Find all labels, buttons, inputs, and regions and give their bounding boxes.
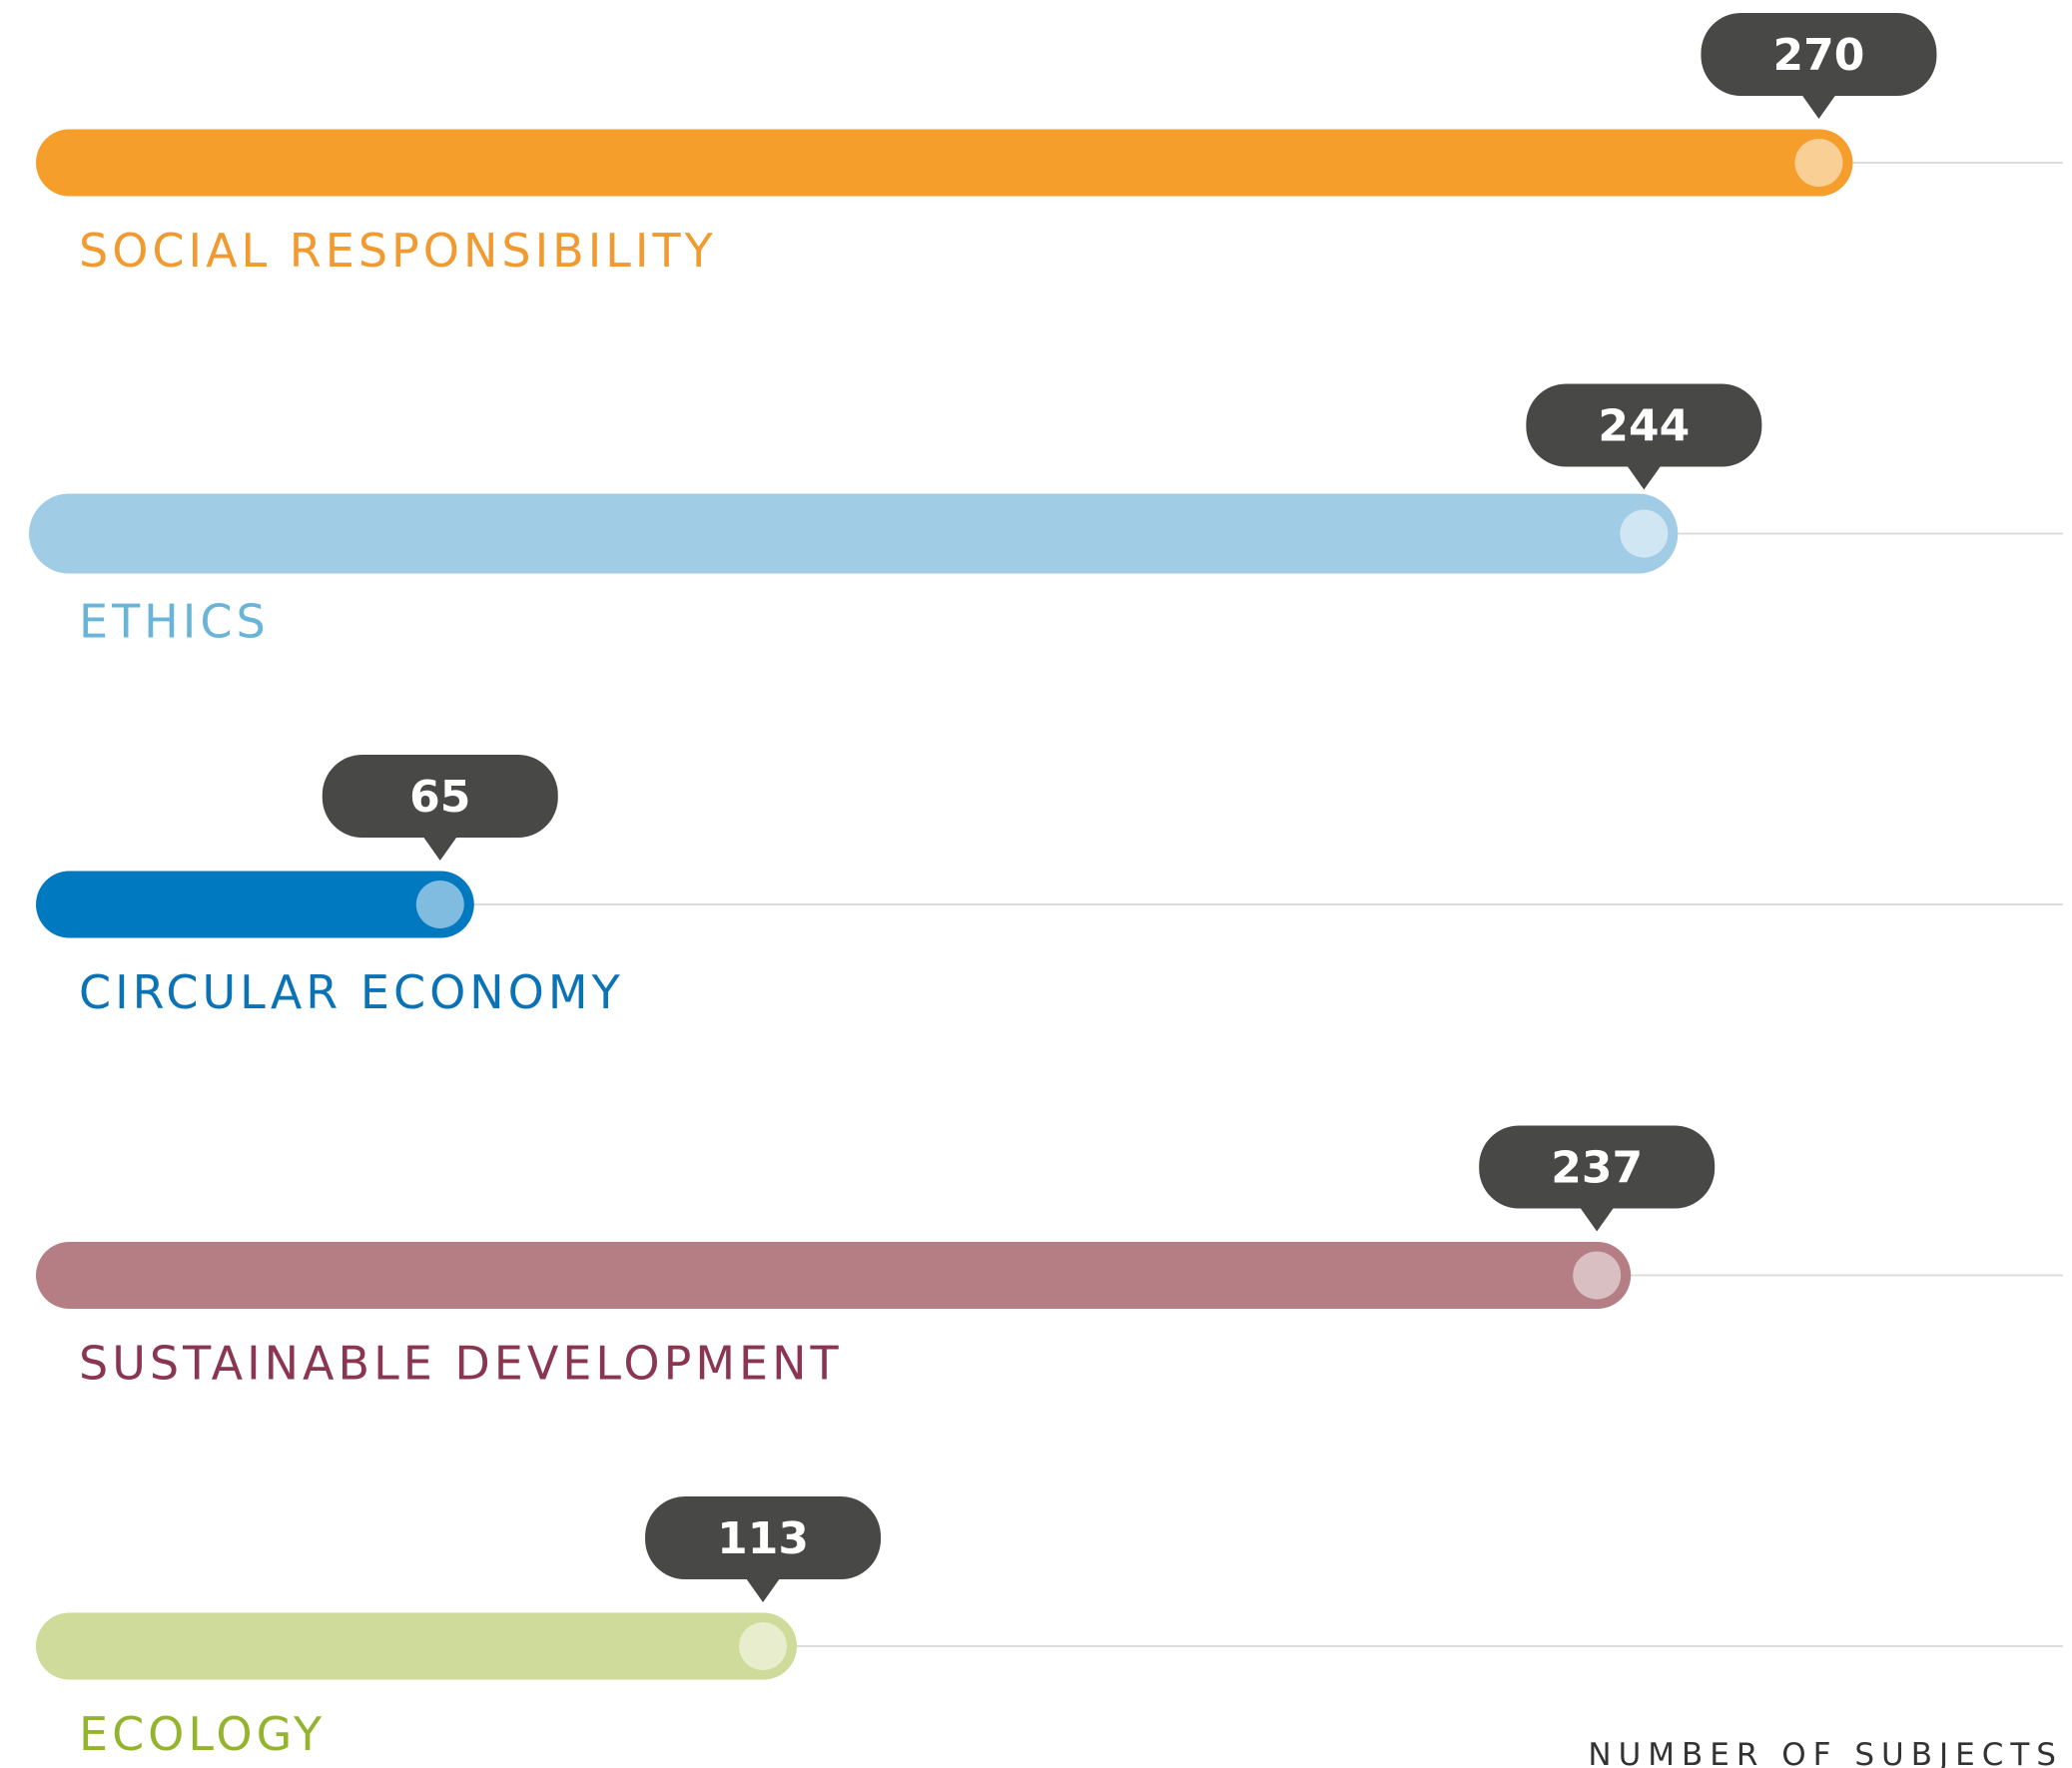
value-tooltip [645, 1496, 882, 1579]
bar-knob [415, 881, 464, 928]
category-label: SOCIAL RESPONSIBILITY [79, 224, 717, 278]
tooltip-pointer [1801, 95, 1836, 119]
value-tooltip [322, 755, 558, 838]
bar [36, 871, 474, 938]
value-tooltip [1701, 13, 1937, 96]
tooltip-pointer [1580, 1207, 1615, 1232]
bar [36, 1612, 798, 1680]
bar-knob [739, 1622, 788, 1670]
value-tooltip [1526, 383, 1762, 467]
bar [36, 1242, 1632, 1309]
data-label: 113 [717, 1513, 809, 1564]
x-axis-label: NUMBER OF SUBJECTS [1588, 1737, 2063, 1768]
data-label: 65 [409, 772, 470, 823]
tooltip-pointer [422, 837, 457, 861]
data-label: 244 [1598, 401, 1690, 452]
bar-knob [1573, 1251, 1622, 1300]
bar-knob [1620, 509, 1669, 558]
category-label: CIRCULAR ECONOMY [79, 965, 624, 1019]
value-tooltip [1479, 1125, 1716, 1209]
category-label: SUSTAINABLE DEVELOPMENT [79, 1337, 843, 1391]
bars: 270 SOCIAL RESPONSIBILITY 244 ETHICS 65 CIRCU… [29, 13, 2063, 1761]
category-label: ECOLOGY [79, 1707, 326, 1761]
data-label: 237 [1551, 1143, 1643, 1194]
bar [29, 493, 1679, 574]
bar-knob [1794, 139, 1843, 187]
tooltip-pointer [746, 1578, 781, 1602]
tooltip-pointer [1627, 465, 1662, 490]
bar [36, 129, 1853, 197]
data-label: 270 [1773, 30, 1865, 81]
category-label: ETHICS [79, 595, 270, 649]
